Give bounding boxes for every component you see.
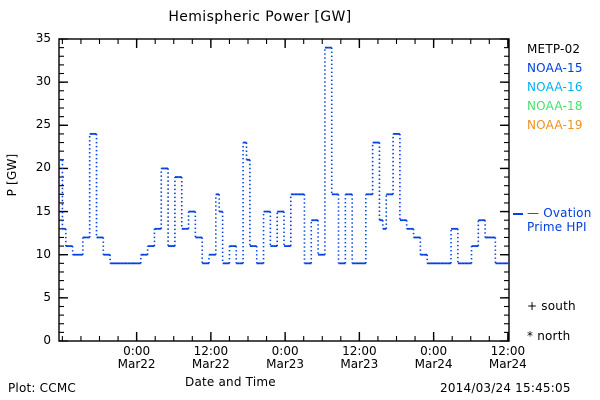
x-tick-time: 0:00 (420, 344, 448, 358)
x-tick-date: Mar22 (117, 357, 156, 371)
legend: METP-02 NOAA-15 NOAA-16 NOAA-18 NOAA-19 (527, 40, 583, 135)
legend-entry: NOAA-15 (527, 61, 583, 75)
x-tick-label: 12:00 Mar24 (468, 345, 548, 371)
x-tick-label: 12:00 Mar23 (319, 345, 399, 371)
ovation-legend-line2: Prime HPI (527, 220, 587, 234)
y-tick-label: 5 (43, 289, 51, 304)
x-tick-time: 12:00 (193, 344, 229, 358)
plot-timestamp: 2014/03/24 15:45:05 (440, 381, 571, 395)
y-tick-label: 35 (35, 31, 51, 45)
chart-title: Hemispheric Power [GW] (168, 9, 352, 25)
x-tick-time: 12:00 (490, 344, 526, 358)
y-tick-label: 15 (35, 203, 51, 218)
axis-ticks (59, 38, 509, 342)
legend-entry: METP-02 (527, 42, 581, 56)
marker-note-south: + south (527, 299, 576, 313)
x-tick-date: Mar23 (340, 357, 379, 371)
x-tick-date: Mar24 (488, 357, 527, 371)
x-tick-label: 0:00 Mar24 (394, 345, 474, 371)
legend-entry: NOAA-16 (527, 80, 583, 94)
y-tick-label: 25 (35, 117, 51, 132)
legend-entry: NOAA-19 (527, 118, 583, 132)
data-series (59, 46, 509, 265)
axes-frame (58, 38, 510, 342)
x-tick-time: 0:00 (123, 344, 151, 358)
legend-entry: NOAA-18 (527, 99, 583, 113)
x-tick-time: 12:00 (342, 344, 377, 358)
ovation-legend-line1: — Ovation (527, 206, 592, 220)
x-tick-label: 12:00 Mar22 (171, 345, 251, 371)
x-tick-time: 0:00 (271, 344, 299, 358)
x-tick-label: 0:00 Mar22 (97, 345, 177, 371)
x-tick-label: 0:00 Mar23 (245, 345, 325, 371)
y-tick-label: 0 (43, 333, 51, 347)
x-tick-date: Mar23 (266, 357, 305, 371)
y-tick-label: 20 (35, 160, 51, 175)
ovation-line-swatch (513, 213, 523, 215)
ovation-legend-entry: — Ovation Prime HPI (527, 206, 592, 234)
y-tick-label: 30 (35, 74, 51, 89)
x-axis-title: Date and Time (185, 375, 276, 389)
y-tick-label: 10 (35, 246, 51, 261)
x-tick-date: Mar22 (191, 357, 230, 371)
x-tick-date: Mar24 (414, 357, 453, 371)
plot-credit: Plot: CCMC (8, 381, 76, 395)
marker-note-north: * north (527, 329, 571, 343)
